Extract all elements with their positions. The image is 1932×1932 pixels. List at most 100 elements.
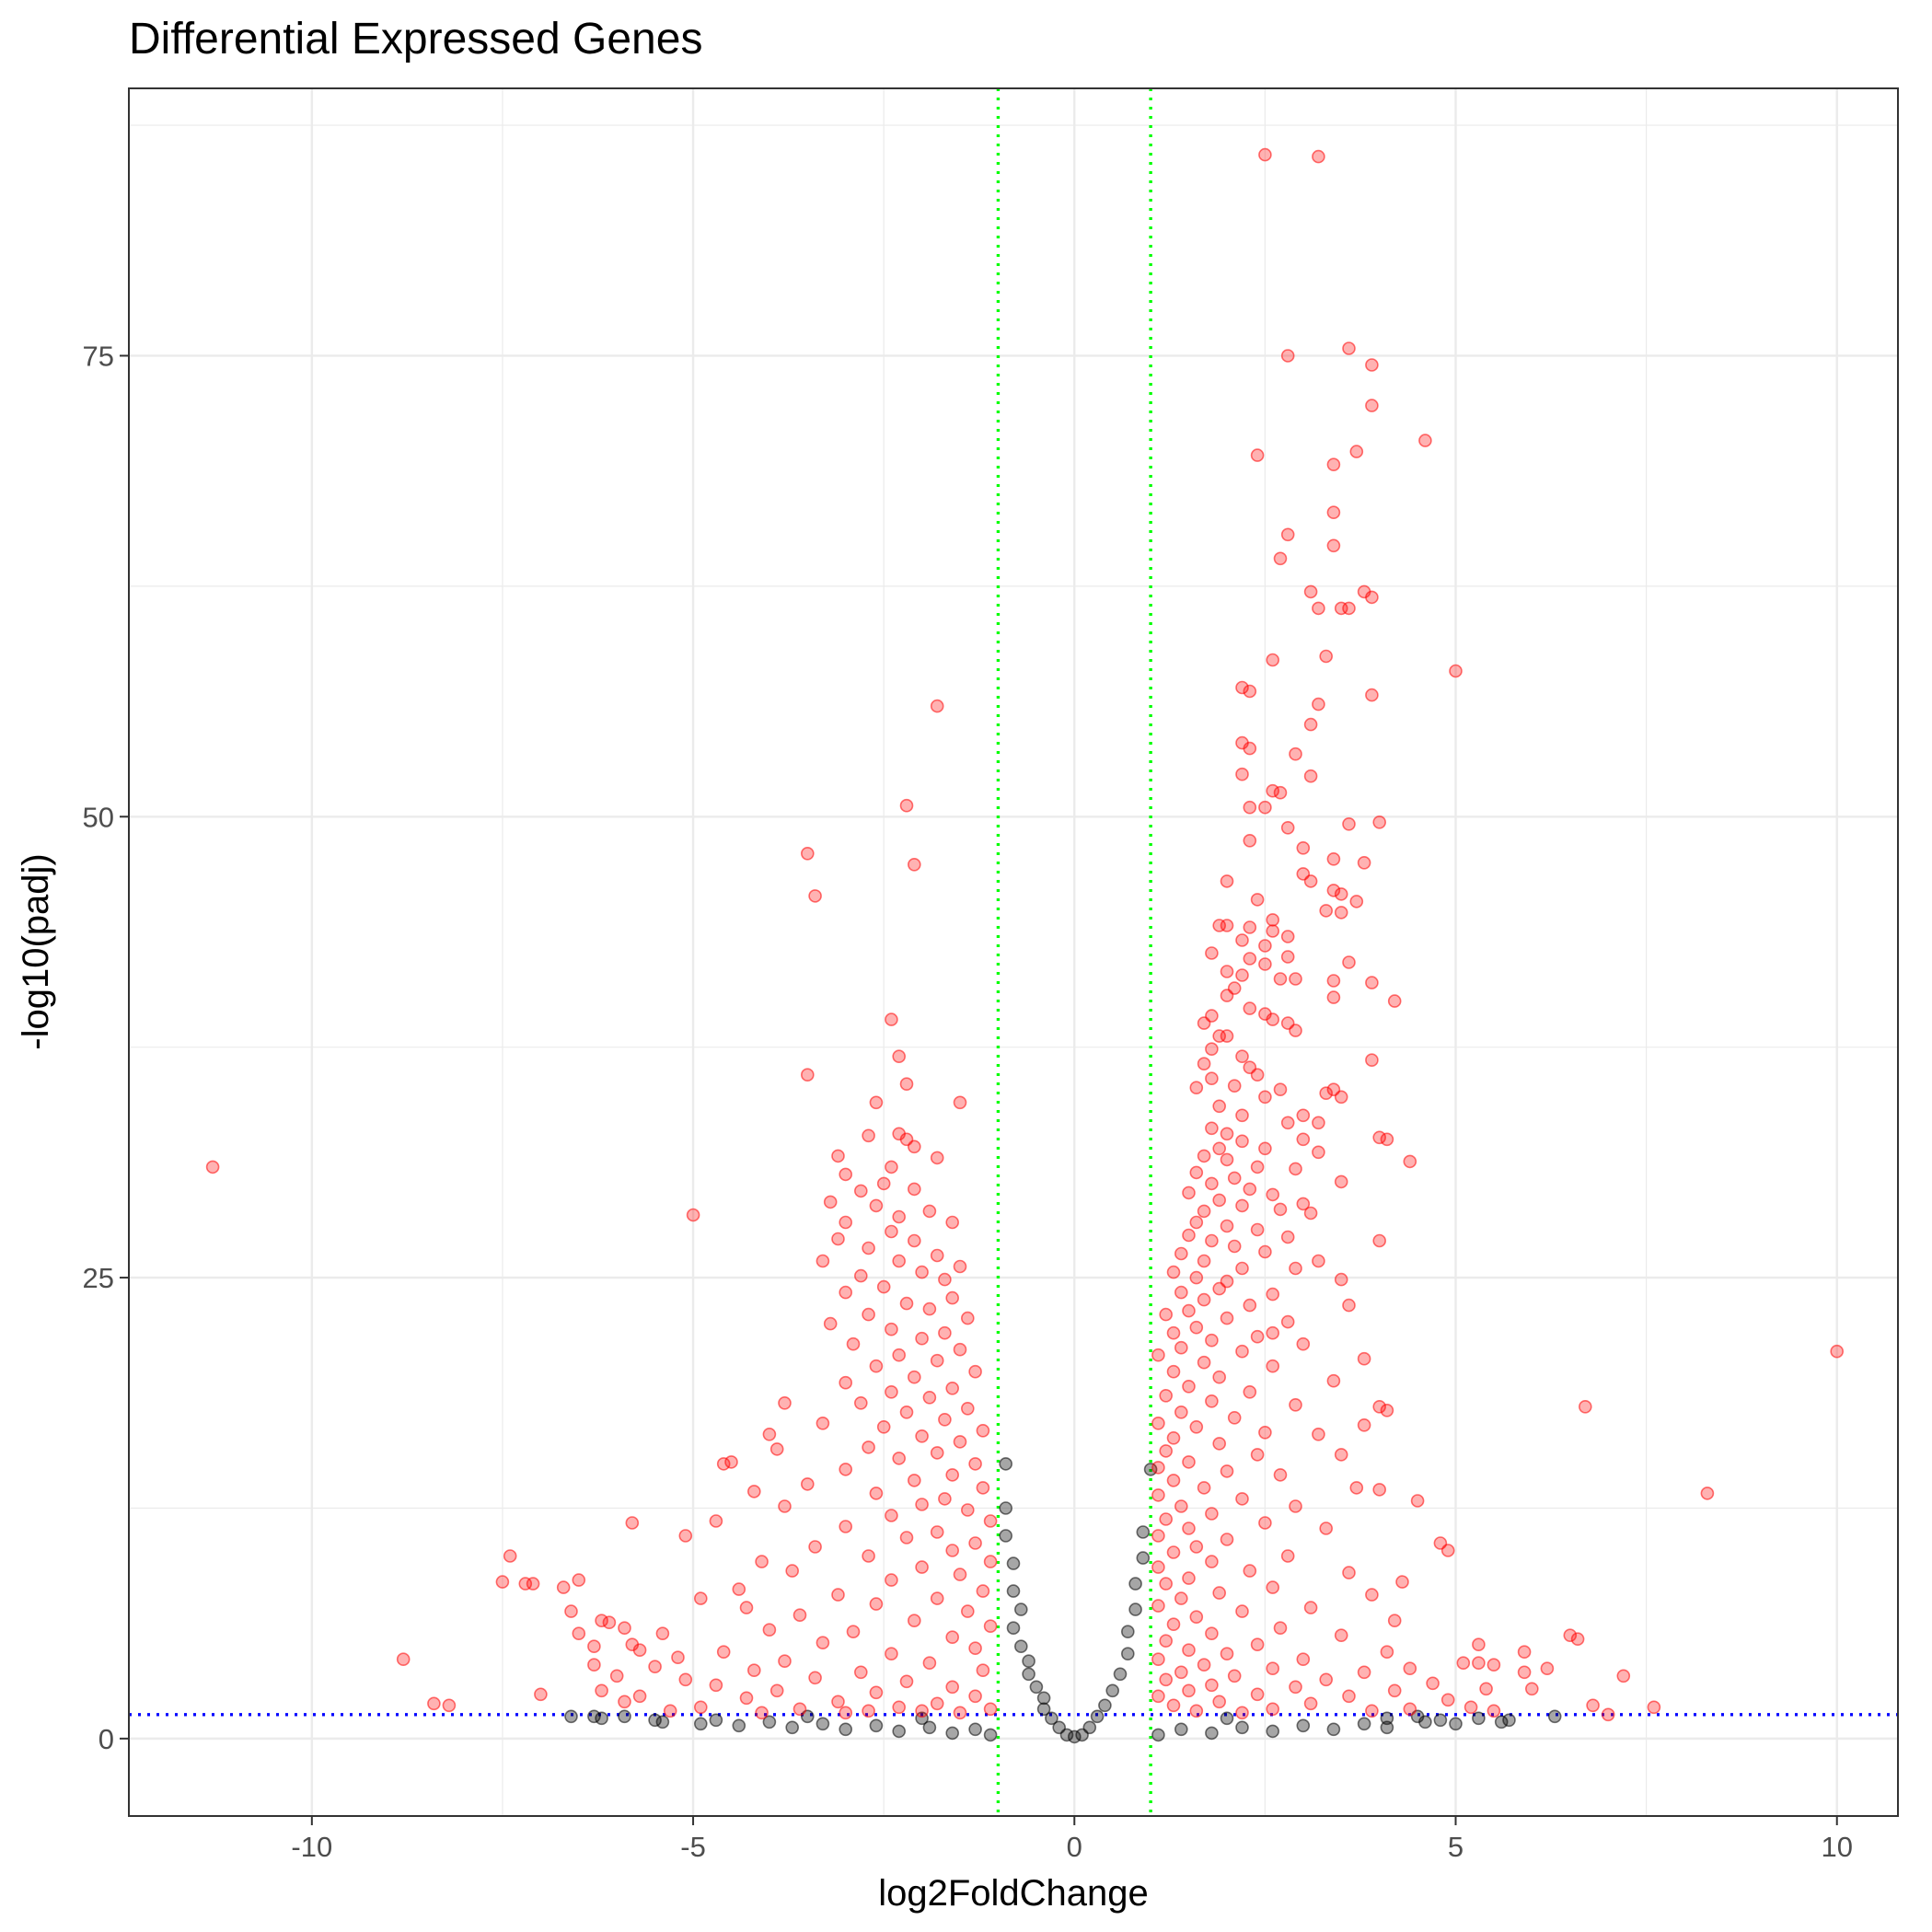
point-up-regulated bbox=[1326, 457, 1341, 472]
point-down-regulated bbox=[503, 1549, 517, 1563]
point-up-regulated bbox=[1220, 989, 1234, 1002]
point-not-significant bbox=[839, 1722, 853, 1737]
point-up-regulated bbox=[1387, 1614, 1402, 1627]
point-down-regulated bbox=[618, 1621, 631, 1635]
point-up-regulated bbox=[1449, 664, 1463, 678]
point-up-regulated bbox=[1159, 1389, 1173, 1403]
point-up-regulated bbox=[1365, 590, 1379, 605]
point-down-regulated bbox=[968, 1536, 982, 1550]
point-up-regulated bbox=[1334, 906, 1348, 920]
point-up-regulated bbox=[1243, 833, 1257, 848]
point-up-regulated bbox=[1266, 1661, 1279, 1675]
point-not-significant bbox=[1357, 1717, 1371, 1731]
point-up-regulated bbox=[1380, 1645, 1394, 1659]
point-up-regulated bbox=[1220, 1127, 1234, 1141]
point-not-significant bbox=[892, 1724, 907, 1739]
point-up-regulated bbox=[1280, 527, 1295, 542]
point-up-regulated bbox=[1159, 1672, 1173, 1687]
point-down-regulated bbox=[693, 1591, 708, 1605]
point-down-regulated bbox=[564, 1604, 578, 1618]
point-up-regulated bbox=[1151, 1599, 1165, 1613]
point-down-regulated bbox=[602, 1615, 617, 1629]
point-up-regulated bbox=[1220, 919, 1234, 932]
point-up-regulated bbox=[1159, 1512, 1173, 1526]
point-up-regulated bbox=[1174, 1499, 1188, 1513]
point-down-regulated bbox=[755, 1706, 769, 1720]
point-up-regulated bbox=[1182, 1186, 1196, 1200]
point-down-regulated bbox=[686, 1208, 700, 1222]
point-up-regulated bbox=[1235, 933, 1249, 947]
point-up-regulated bbox=[1174, 1285, 1188, 1300]
point-down-regulated bbox=[938, 1325, 952, 1340]
point-not-significant bbox=[693, 1717, 708, 1731]
point-down-regulated bbox=[976, 1584, 990, 1598]
point-up-regulated bbox=[1159, 1577, 1173, 1591]
point-up-regulated bbox=[1182, 1455, 1196, 1469]
point-down-regulated bbox=[953, 1095, 967, 1110]
point-down-regulated bbox=[831, 1695, 845, 1709]
point-up-regulated bbox=[1463, 1700, 1478, 1715]
point-down-regulated bbox=[839, 1706, 853, 1720]
point-up-regulated bbox=[1189, 1165, 1204, 1180]
point-up-regulated bbox=[1266, 1702, 1279, 1717]
point-down-regulated bbox=[853, 1184, 868, 1198]
point-down-regulated bbox=[922, 1391, 937, 1405]
point-down-regulated bbox=[885, 1385, 898, 1399]
point-down-regulated bbox=[983, 1514, 998, 1528]
point-down-regulated bbox=[915, 1429, 929, 1443]
point-up-regulated bbox=[1387, 994, 1402, 1008]
point-up-regulated bbox=[1289, 1499, 1302, 1513]
point-up-regulated bbox=[1403, 1661, 1417, 1675]
point-up-regulated bbox=[1182, 1683, 1196, 1698]
point-up-regulated bbox=[1365, 1704, 1379, 1718]
point-up-regulated bbox=[1258, 1516, 1272, 1530]
point-not-significant bbox=[648, 1713, 662, 1728]
point-not-significant bbox=[999, 1457, 1012, 1471]
point-up-regulated bbox=[1166, 1698, 1181, 1713]
point-down-regulated bbox=[899, 1531, 914, 1544]
point-up-regulated bbox=[1319, 1086, 1333, 1100]
y-tick-label: 0 bbox=[98, 1723, 114, 1755]
reference-lines bbox=[129, 88, 1898, 1816]
point-not-significant bbox=[1121, 1625, 1135, 1638]
point-up-regulated bbox=[1326, 538, 1341, 553]
x-tick-label: 5 bbox=[1448, 1831, 1463, 1863]
point-up-regulated bbox=[1174, 1340, 1188, 1355]
point-up-regulated bbox=[1289, 1024, 1302, 1037]
point-down-regulated bbox=[846, 1336, 861, 1351]
point-up-regulated bbox=[1212, 1281, 1226, 1296]
point-up-regulated bbox=[1266, 1012, 1279, 1026]
point-up-regulated bbox=[1525, 1682, 1539, 1696]
point-up-regulated bbox=[1250, 1160, 1265, 1174]
point-down-regulated bbox=[915, 1331, 929, 1346]
point-down-regulated bbox=[769, 1683, 784, 1698]
point-down-regulated bbox=[953, 1568, 967, 1581]
point-down-regulated bbox=[953, 1706, 967, 1720]
point-not-significant bbox=[968, 1722, 982, 1737]
point-down-regulated bbox=[746, 1663, 761, 1677]
point-up-regulated bbox=[1289, 1162, 1302, 1176]
point-down-regulated bbox=[862, 1549, 875, 1563]
point-up-regulated bbox=[1182, 1521, 1196, 1535]
point-up-regulated bbox=[1227, 1411, 1242, 1425]
point-up-regulated bbox=[1273, 1621, 1288, 1635]
point-up-regulated bbox=[1372, 815, 1386, 829]
point-up-regulated bbox=[1266, 1359, 1279, 1373]
point-up-regulated bbox=[1205, 1678, 1219, 1693]
y-tick-label: 75 bbox=[83, 340, 114, 372]
point-not-significant bbox=[1029, 1680, 1044, 1695]
point-up-regulated bbox=[1280, 349, 1295, 363]
point-not-significant bbox=[618, 1709, 631, 1724]
point-up-regulated bbox=[1227, 1669, 1242, 1683]
point-up-regulated bbox=[1273, 551, 1288, 566]
point-not-significant bbox=[1547, 1709, 1562, 1724]
point-not-significant bbox=[1326, 1722, 1341, 1737]
point-not-significant bbox=[1105, 1683, 1119, 1698]
point-up-regulated bbox=[1151, 1417, 1165, 1430]
point-not-significant bbox=[1090, 1709, 1105, 1724]
point-up-regulated bbox=[1296, 840, 1311, 855]
point-up-regulated bbox=[1342, 1298, 1356, 1313]
point-up-regulated bbox=[1182, 1380, 1196, 1394]
point-down-regulated bbox=[930, 699, 944, 713]
point-up-regulated bbox=[1220, 1311, 1234, 1325]
